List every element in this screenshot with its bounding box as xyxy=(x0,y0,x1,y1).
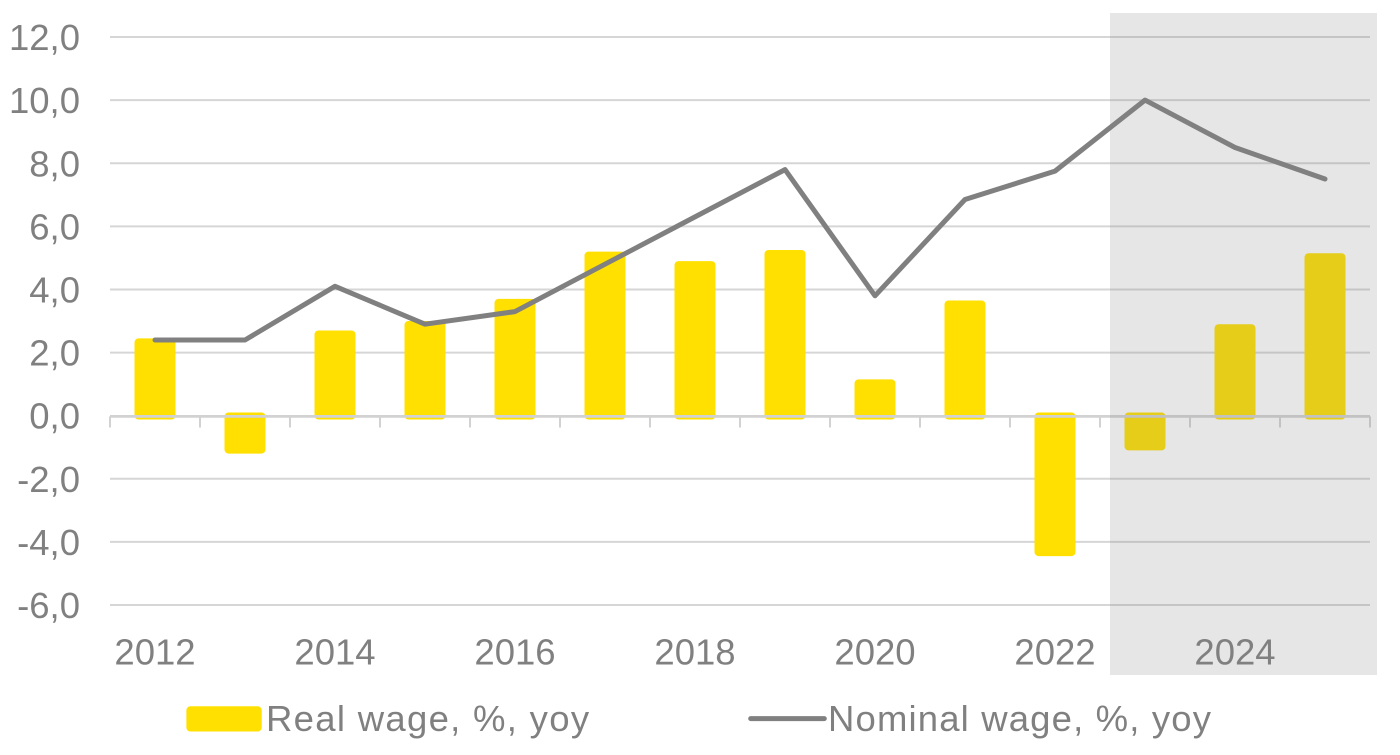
svg-text:2018: 2018 xyxy=(654,631,735,672)
svg-text:2016: 2016 xyxy=(474,631,555,672)
svg-text:Real wage, %, yoy: Real wage, %, yoy xyxy=(266,698,590,739)
svg-text:6,0: 6,0 xyxy=(29,206,80,247)
svg-text:8,0: 8,0 xyxy=(29,143,80,184)
svg-text:2,0: 2,0 xyxy=(29,333,80,374)
svg-text:-6,0: -6,0 xyxy=(17,585,80,626)
svg-text:-2,0: -2,0 xyxy=(17,459,80,500)
svg-text:0,0: 0,0 xyxy=(29,396,80,437)
svg-text:2014: 2014 xyxy=(294,631,375,672)
svg-text:2022: 2022 xyxy=(1014,631,1095,672)
svg-text:2020: 2020 xyxy=(834,631,915,672)
svg-text:10,0: 10,0 xyxy=(9,80,80,121)
svg-text:Nominal wage, %, yoy: Nominal wage, %, yoy xyxy=(828,698,1212,739)
svg-text:4,0: 4,0 xyxy=(29,270,80,311)
svg-text:12,0: 12,0 xyxy=(9,17,80,58)
svg-text:2024: 2024 xyxy=(1194,631,1275,672)
svg-text:2012: 2012 xyxy=(114,631,195,672)
svg-text:-4,0: -4,0 xyxy=(17,522,80,563)
